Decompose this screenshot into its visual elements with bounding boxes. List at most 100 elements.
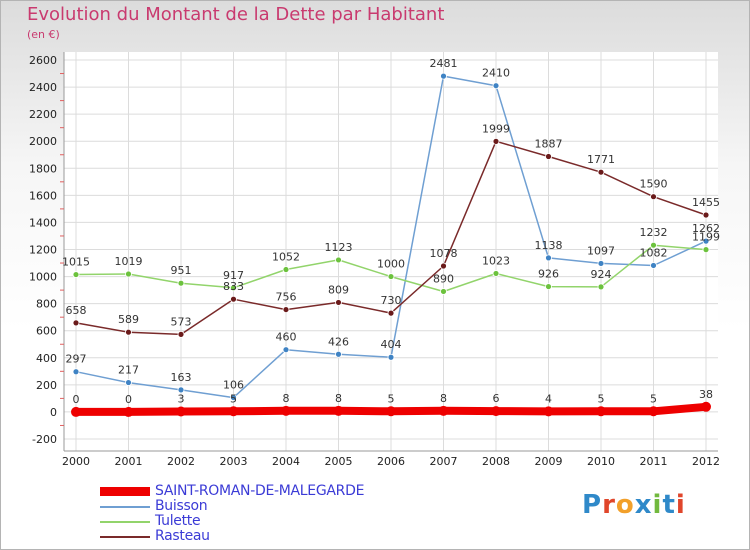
legend-label: Buisson (155, 498, 208, 514)
data-point (386, 406, 396, 417)
legend-label: Rasteau (155, 528, 210, 544)
data-label: 426 (328, 335, 349, 348)
data-point (230, 295, 237, 303)
data-point (177, 279, 185, 287)
data-point (545, 254, 552, 262)
logo-letter: o (615, 490, 635, 520)
data-label: 926 (538, 268, 559, 281)
data-point (335, 350, 342, 358)
data-point (650, 193, 657, 201)
data-label: 0 (125, 393, 132, 406)
data-point (440, 288, 447, 295)
data-point (702, 246, 710, 254)
data-label: 1023 (482, 254, 510, 267)
x-tick-label: 2004 (272, 455, 300, 468)
data-label: 917 (223, 269, 244, 282)
data-point (71, 406, 81, 417)
data-point (335, 299, 342, 306)
data-label: 38 (699, 388, 713, 401)
data-point (650, 241, 657, 249)
data-label: 2481 (430, 57, 458, 70)
data-point (125, 379, 132, 386)
data-label: 6 (493, 392, 500, 405)
x-tick-label: 2006 (377, 455, 405, 468)
data-label: 2410 (482, 67, 510, 80)
logo-letter: i (652, 490, 663, 520)
chart-subtitle: (en €) (27, 28, 60, 41)
data-point (650, 262, 657, 269)
data-label: 1123 (325, 241, 353, 254)
x-tick-label: 2001 (115, 455, 143, 468)
data-point (702, 211, 710, 219)
y-tick-label: 600 (36, 325, 57, 338)
data-label: 1052 (272, 251, 300, 264)
data-point (545, 153, 552, 160)
data-point (177, 330, 185, 338)
legend-label: SAINT-ROMAN-DE-MALEGARDE (155, 483, 365, 499)
data-label: 658 (66, 304, 87, 317)
y-tick-label: -200 (32, 433, 57, 446)
data-point (228, 406, 239, 417)
logo-letter: x (634, 490, 653, 520)
data-point (125, 270, 132, 278)
data-point (281, 405, 291, 416)
data-point (125, 328, 132, 336)
y-tick-label: 1400 (29, 216, 57, 229)
data-label: 756 (276, 291, 297, 304)
data-label: 297 (66, 353, 87, 366)
data-label: 3 (178, 393, 185, 406)
y-tick-label: 0 (50, 406, 57, 419)
legend-swatch (100, 521, 150, 523)
data-point (440, 262, 447, 270)
data-label: 8 (440, 392, 447, 405)
y-tick-label: 1800 (29, 162, 57, 175)
x-tick-label: 2012 (692, 455, 720, 468)
data-label: 1078 (430, 247, 458, 260)
data-point (543, 406, 554, 417)
data-point (72, 271, 80, 278)
data-point (282, 306, 290, 313)
x-tick-label: 2008 (482, 455, 510, 468)
y-tick-label: 200 (36, 379, 57, 392)
data-label: 106 (223, 379, 244, 392)
y-tick-label: 2600 (29, 54, 57, 67)
data-point (492, 82, 500, 90)
legend-swatch (100, 506, 150, 508)
data-label: 460 (276, 331, 297, 344)
y-tick-label: 1000 (29, 271, 57, 284)
data-point (597, 283, 605, 291)
data-point (492, 137, 500, 145)
data-point (491, 406, 501, 417)
logo-letter: i (675, 490, 686, 520)
data-point (282, 346, 290, 354)
data-label: 924 (591, 268, 612, 281)
data-label: 1887 (535, 138, 563, 151)
data-point (545, 283, 552, 290)
x-tick-label: 2002 (167, 455, 195, 468)
x-tick-label: 2003 (220, 455, 248, 468)
logo-letter: t (662, 490, 676, 520)
y-tick-label: 800 (36, 298, 57, 311)
data-label: 890 (433, 272, 454, 285)
data-label: 573 (171, 315, 192, 328)
data-point (492, 270, 500, 277)
legend-swatch (100, 487, 150, 496)
data-label: 4 (545, 392, 552, 405)
data-label: 1000 (377, 258, 405, 271)
data-label: 1590 (640, 178, 668, 191)
data-label: 404 (381, 338, 402, 351)
data-point (335, 256, 342, 264)
data-point (701, 401, 711, 412)
data-label: 163 (171, 371, 192, 384)
data-label: 1455 (692, 196, 720, 209)
y-tick-label: 2400 (29, 81, 57, 94)
data-label: 5 (388, 392, 395, 405)
data-label: 833 (223, 280, 244, 293)
data-label: 8 (335, 392, 342, 405)
x-tick-label: 2007 (430, 455, 458, 468)
logo-letter: r (602, 490, 616, 520)
x-tick-label: 2010 (587, 455, 615, 468)
data-label: 1138 (535, 239, 563, 252)
data-label: 5 (598, 392, 605, 405)
